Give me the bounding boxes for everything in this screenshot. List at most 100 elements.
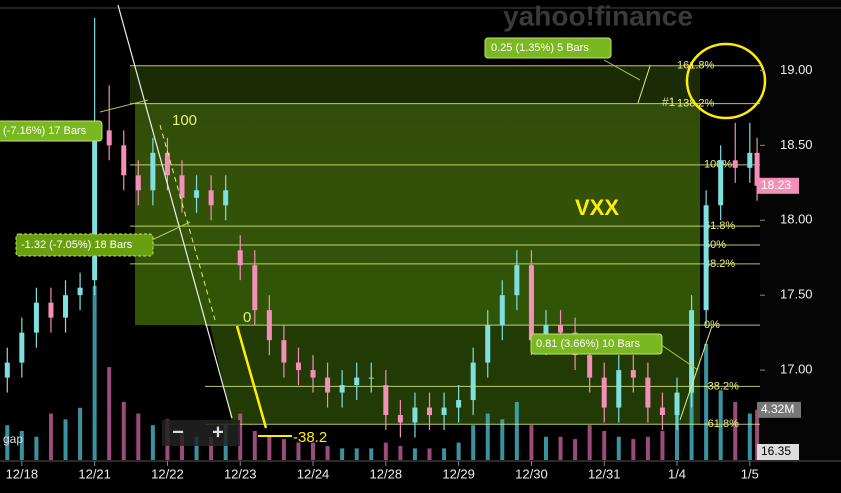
- candle-body: [659, 407, 665, 416]
- volume-bar: [19, 430, 24, 460]
- leader: [151, 221, 191, 241]
- candle-body: [718, 160, 724, 206]
- volume-bar: [107, 367, 112, 460]
- volume-bar: [354, 448, 359, 460]
- gap-label: gap: [3, 432, 23, 446]
- trend-line: [117, 4, 233, 419]
- volume-bar: [209, 436, 214, 460]
- candle-body: [456, 400, 462, 408]
- zoom-out-button[interactable]: −: [172, 421, 184, 443]
- candle-body: [630, 370, 636, 378]
- volume-bar: [252, 430, 257, 460]
- volume-bar: [543, 436, 548, 460]
- candle-body: [441, 407, 447, 416]
- y-tick-label: 17.00: [780, 362, 813, 377]
- volume-bar: [500, 419, 505, 460]
- x-tick-label: 12/22: [151, 466, 184, 481]
- callout: [0, 120, 103, 142]
- volume-bar: [78, 407, 83, 460]
- candle-body: [48, 302, 54, 318]
- volume-bar: [529, 425, 534, 460]
- candle-body: [470, 362, 476, 401]
- price-badge-text: 16.35: [761, 444, 791, 458]
- volume-bar: [558, 436, 563, 460]
- last-price-text: 18.23: [761, 178, 791, 192]
- candle-body: [587, 355, 593, 378]
- trend-line: [159, 124, 216, 321]
- candle-body: [732, 160, 738, 168]
- volume-bar: [427, 448, 432, 460]
- fib-label: -61.8%: [704, 418, 739, 430]
- fib-zone: [130, 65, 700, 104]
- volume-badge-text: 4.32M: [761, 402, 794, 416]
- candle-body: [223, 190, 229, 206]
- volume-bar: [383, 442, 388, 460]
- candle-body: [63, 295, 69, 318]
- price-badge: [757, 444, 799, 460]
- fib-label: 100%: [704, 159, 732, 171]
- candle-body: [106, 130, 112, 146]
- candle-body: [266, 310, 272, 341]
- callout-text: (-7.16%) 17 Bars: [3, 125, 87, 137]
- candle-body: [325, 377, 331, 393]
- candle-body: [208, 190, 214, 206]
- leader: [603, 59, 641, 81]
- candle-body: [194, 190, 200, 198]
- candle-body: [310, 370, 316, 378]
- highlight-circle: [685, 42, 767, 120]
- volume-bar: [631, 439, 636, 460]
- candle-body: [397, 415, 403, 423]
- symbol-label: VXX: [575, 195, 619, 220]
- volume-bar: [34, 436, 39, 460]
- marker-label: -38.2: [293, 429, 327, 446]
- leader: [659, 343, 699, 371]
- fib-zone: [135, 103, 700, 326]
- candle-body: [383, 385, 389, 416]
- x-tick-label: 12/24: [297, 466, 330, 481]
- candle-body: [645, 377, 651, 408]
- volume-bar: [48, 413, 53, 460]
- candle-body: [339, 385, 345, 393]
- candle-body: [528, 265, 534, 341]
- candle-body: [368, 377, 374, 379]
- candle-body: [747, 152, 753, 168]
- candle-body: [427, 407, 433, 416]
- volume-bar: [704, 343, 709, 460]
- x-tick-label: 1/5: [741, 466, 759, 481]
- candle-body: [499, 295, 505, 326]
- candle-body: [601, 377, 607, 408]
- candle-body: [485, 325, 491, 363]
- callout-text: -1.32 (-7.05%) 18 Bars: [21, 239, 133, 251]
- volume-bar: [747, 413, 752, 460]
- candle-body: [281, 340, 287, 363]
- candle-body: [121, 145, 127, 176]
- candle-body: [237, 250, 243, 266]
- volume-bar: [616, 436, 621, 460]
- volume-bar: [92, 285, 97, 460]
- candle-body: [412, 407, 418, 423]
- leader: [99, 99, 149, 113]
- x-tick-label: 12/30: [515, 466, 548, 481]
- marker-label: 0: [243, 309, 251, 326]
- volume-bar: [733, 401, 738, 460]
- candle-body: [77, 287, 83, 296]
- x-tick-label: 12/29: [442, 466, 475, 481]
- volume: [5, 285, 760, 460]
- volume-bar: [456, 442, 461, 460]
- candle-body: [33, 302, 39, 333]
- axis-panel: [760, 0, 841, 461]
- zoom-in-button[interactable]: +: [212, 421, 224, 443]
- candle-body: [164, 152, 170, 176]
- volume-bar: [296, 442, 301, 460]
- candle-body: [674, 392, 680, 416]
- candle-body: [703, 205, 709, 311]
- x-tick-label: 12/21: [78, 466, 111, 481]
- x-tick-label: 1/4: [668, 466, 686, 481]
- volume-bar: [398, 446, 403, 460]
- volume-bar: [602, 430, 607, 460]
- volume-bar: [340, 448, 345, 460]
- volume-bar: [442, 448, 447, 460]
- candle-body: [135, 175, 141, 191]
